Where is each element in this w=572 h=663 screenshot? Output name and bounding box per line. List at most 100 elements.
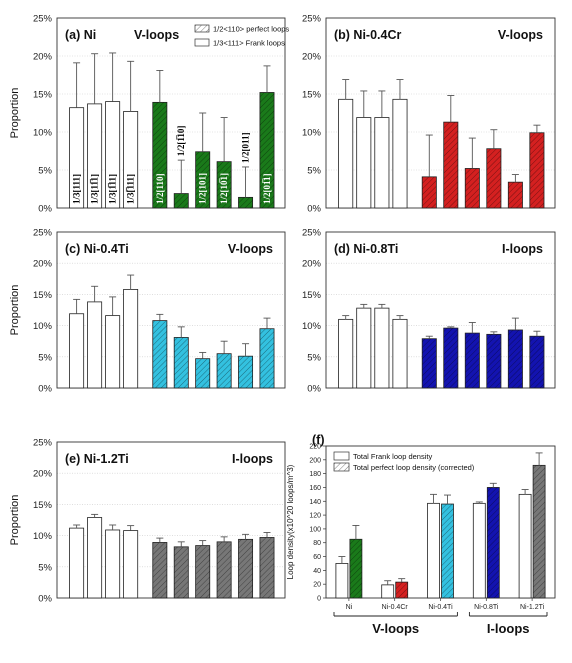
y-tick-label: 5%: [307, 352, 321, 363]
y-tick-label: 0%: [307, 204, 321, 215]
bar-hatch: [195, 358, 210, 388]
legend-label: Total Frank loop density: [353, 452, 432, 461]
bar-hatch: [217, 541, 232, 598]
y-tick-label: 5%: [38, 562, 52, 573]
bar-label: 1/2[101]: [198, 173, 208, 204]
plot-frame: [325, 231, 556, 389]
bar-frank: [374, 307, 390, 389]
panel-0: 0% 5% 10% 15% 20% 25% 1/3[111] 1/3[11̅1] 1/3[1̅1…: [9, 14, 289, 215]
plot-frame: [56, 441, 286, 599]
y-tick-label: 5%: [38, 352, 52, 363]
bar-label: 1/2[011]: [241, 132, 251, 163]
panel-title: (c) Ni-0.4Ti: [65, 242, 129, 256]
bar-frank: [105, 315, 121, 389]
bar-frank-density: [427, 502, 440, 599]
panel-title: (e) Ni-1.2Ti: [65, 452, 129, 466]
bar-hatch: [259, 537, 275, 598]
bar-hatch: [465, 168, 480, 208]
group-label: V-loops: [372, 621, 419, 636]
legend-swatch-frank: [194, 38, 210, 47]
bar-hatch: [259, 92, 275, 208]
y-tick-label: 0%: [307, 384, 321, 395]
bar-hatch: [486, 148, 501, 208]
plot-frame: [325, 17, 556, 209]
legend-swatch-hatch: [334, 463, 349, 471]
legend-swatch-hatch: [195, 25, 209, 32]
legend-label: 1/3<111> Frank loops: [213, 39, 285, 48]
bar-hatch: [508, 329, 523, 388]
y-tick-label: 20%: [33, 52, 53, 63]
y-tick-label: 15%: [33, 90, 53, 101]
y-tick-label: 10%: [33, 321, 53, 332]
bar-frank: [123, 289, 139, 389]
y-tick-label: 140: [309, 499, 321, 506]
bar-label: 1/3[11̅1]: [90, 174, 100, 204]
y-tick-label: 15%: [302, 290, 322, 301]
panel-4: 0% 5% 10% 15% 20% 25% (e) Ni-1.2Ti I-loops Propo…: [9, 438, 286, 605]
y-tick-label: 25%: [33, 14, 53, 25]
bar-label: 1/2[01̅1]: [262, 173, 272, 204]
y-tick-label: 180: [309, 471, 321, 478]
panel-1: 0% 5% 10% 15% 20% 25% (b) Ni-0.4Cr V-loops: [302, 14, 556, 215]
y-tick-label: 25%: [33, 438, 53, 449]
loop-type-label: I-loops: [232, 452, 273, 466]
y-tick-label: 25%: [302, 228, 322, 239]
bar-hatch: [443, 328, 458, 388]
bar-frank: [87, 517, 103, 599]
y-tick-label: 15%: [33, 500, 53, 511]
bar-frank: [392, 318, 408, 389]
y-tick-label: 200: [309, 457, 321, 464]
loop-type-label: V-loops: [498, 28, 543, 42]
bar-frank: [374, 117, 390, 209]
y-tick-label: 0: [317, 596, 321, 603]
panel-title: (d) Ni-0.8Ti: [334, 242, 398, 256]
legend-label: Total perfect loop density (corrected): [353, 463, 475, 472]
bar-frank: [69, 527, 85, 599]
bar-hatch: [441, 504, 454, 598]
panel-title: (a) Ni: [65, 28, 96, 42]
panel-title: (b) Ni-0.4Cr: [334, 28, 402, 42]
bar-hatch: [395, 582, 408, 598]
loop-type-label: I-loops: [502, 242, 543, 256]
bar-frank: [338, 318, 354, 389]
bar-frank: [338, 98, 354, 209]
bar-frank-density: [381, 584, 395, 599]
legend-swatch-frank: [333, 451, 350, 461]
bar-frank: [356, 307, 372, 389]
bar-frank: [123, 530, 139, 599]
y-tick-label: 10%: [302, 321, 322, 332]
bar-hatch: [152, 542, 167, 598]
y-tick-label: 10%: [33, 128, 53, 139]
loop-type-label: V-loops: [228, 242, 273, 256]
y-tick-label: 25%: [33, 228, 53, 239]
y-tick-label: 80: [313, 540, 321, 547]
x-tick-label: Ni-0.8Ti: [474, 604, 499, 611]
bar-label: 1/2[10̅1]: [219, 173, 229, 204]
y-tick-label: 120: [309, 513, 321, 520]
bar-hatch: [529, 132, 545, 208]
y-tick-label: 20%: [302, 52, 322, 63]
y-tick-label: 20%: [33, 259, 53, 270]
y-tick-label: 10%: [33, 531, 53, 542]
panel-5: 0 20 40 60 80 100 120 140 160 180 200 220 Ni Ni-0.4Cr…: [286, 433, 556, 636]
bar-hatch: [152, 320, 167, 388]
bar-hatch: [174, 337, 189, 388]
plot-frame: [56, 231, 286, 389]
bar-frank-density: [335, 563, 349, 599]
bar-hatch: [195, 545, 210, 598]
panel-title: (f): [312, 433, 325, 447]
bar-frank: [87, 301, 103, 389]
y-tick-label: 5%: [38, 166, 52, 177]
y-tick-label: 20: [313, 582, 321, 589]
bar-hatch: [487, 487, 500, 598]
bar-hatch: [174, 546, 189, 598]
bar-hatch: [238, 539, 253, 598]
x-tick-label: Ni-0.4Cr: [382, 604, 409, 611]
legend-label: 1/2<110> perfect loops: [213, 25, 289, 34]
bar-label: 1/2[110]: [155, 173, 165, 204]
y-tick-label: 0%: [38, 594, 52, 605]
panel-3: 0% 5% 10% 15% 20% 25% (d) Ni-0.8Ti I-loops: [302, 228, 556, 395]
bar-hatch: [152, 102, 167, 208]
bar-hatch: [238, 356, 253, 388]
